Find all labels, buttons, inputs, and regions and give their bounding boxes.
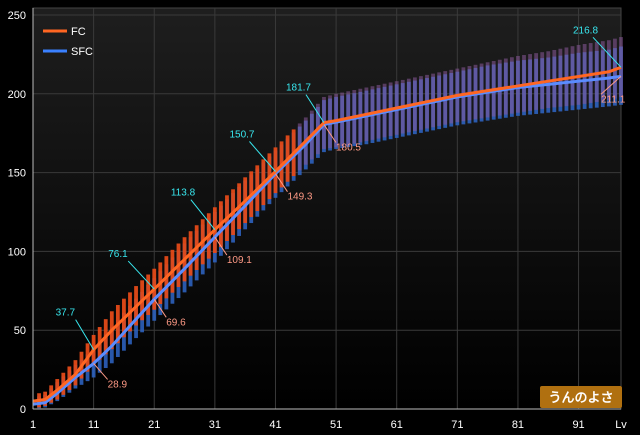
x-tick-label: 21 <box>148 419 160 431</box>
fc-range-bar <box>564 47 569 107</box>
fc-data-label: 211.1 <box>601 94 626 105</box>
fc-data-label: 28.9 <box>108 379 128 390</box>
label-leader-line <box>275 173 288 192</box>
fc-range-bar <box>528 54 532 111</box>
fc-range-bar <box>552 49 557 108</box>
fc-range-bar <box>534 53 539 110</box>
fc-range-bar <box>582 43 587 104</box>
x-tick-label: 91 <box>572 419 584 431</box>
y-tick-label: 0 <box>20 404 26 416</box>
label-leader-line <box>127 260 155 290</box>
fc-range-bar <box>600 41 605 102</box>
sfc-data-label: 181.7 <box>286 83 311 94</box>
x-axis-label: Lv <box>615 419 627 431</box>
x-tick-label: 81 <box>512 419 524 431</box>
label-leader-line <box>249 141 276 172</box>
plot-background <box>32 7 622 410</box>
fc-range-bar <box>522 55 526 112</box>
sfc-data-label: 76.1 <box>108 249 128 260</box>
x-tick-label: 61 <box>391 419 403 431</box>
watermark-text: うんのよさ <box>548 391 613 406</box>
y-tick-label: 50 <box>14 325 26 337</box>
fc-range-bar <box>570 46 575 106</box>
legend-fc-label: FC <box>71 26 86 38</box>
x-tick-label: 11 <box>88 419 99 431</box>
watermark-badge: うんのよさ <box>540 386 622 408</box>
label-leader-line <box>190 199 216 230</box>
fc-data-label: 180.5 <box>336 143 361 154</box>
y-tick-label: 250 <box>8 10 26 22</box>
x-tick-label: 31 <box>209 419 221 431</box>
y-tick-label: 200 <box>8 89 26 101</box>
label-leader-line <box>600 75 622 95</box>
label-leader-line <box>75 319 95 350</box>
y-tick-label: 150 <box>8 168 26 180</box>
label-leader-line <box>592 36 622 68</box>
fc-range-bar <box>558 48 563 107</box>
watermark-background <box>540 386 622 408</box>
data-labels: 37.7 76.1 113.8 150.7 181.7 216.8 28.9 69.6 109.… <box>56 25 626 390</box>
x-tick-label: 51 <box>330 419 342 431</box>
label-leader-line <box>214 236 228 256</box>
sfc-data-label: 37.7 <box>56 308 76 319</box>
fc-data-label: 109.1 <box>227 255 252 266</box>
y-tick-label: 100 <box>8 246 26 258</box>
legend: FC SFC <box>43 26 93 58</box>
x-tick-label: 41 <box>269 419 281 431</box>
label-leader-line <box>93 363 108 380</box>
legend-sfc-label: SFC <box>71 46 93 58</box>
label-leader-line <box>153 299 167 318</box>
x-tick-label: 1 <box>30 419 36 431</box>
fc-range-bar <box>588 43 593 103</box>
fc-range-bar <box>594 42 599 102</box>
fc-data-label: 69.6 <box>166 317 186 328</box>
sfc-data-label: 113.8 <box>171 188 196 199</box>
x-tick-label: 71 <box>451 419 463 431</box>
fc-range-bar <box>516 55 520 113</box>
fc-range-bar <box>576 44 581 105</box>
label-leader-line <box>305 94 325 123</box>
sfc-data-label: 150.7 <box>229 129 254 140</box>
sfc-data-label: 216.8 <box>573 25 598 36</box>
fc-data-label: 149.3 <box>287 192 312 203</box>
label-leader-line <box>323 124 337 143</box>
fc-range-bar <box>546 51 551 108</box>
fc-range-bar <box>540 52 545 109</box>
